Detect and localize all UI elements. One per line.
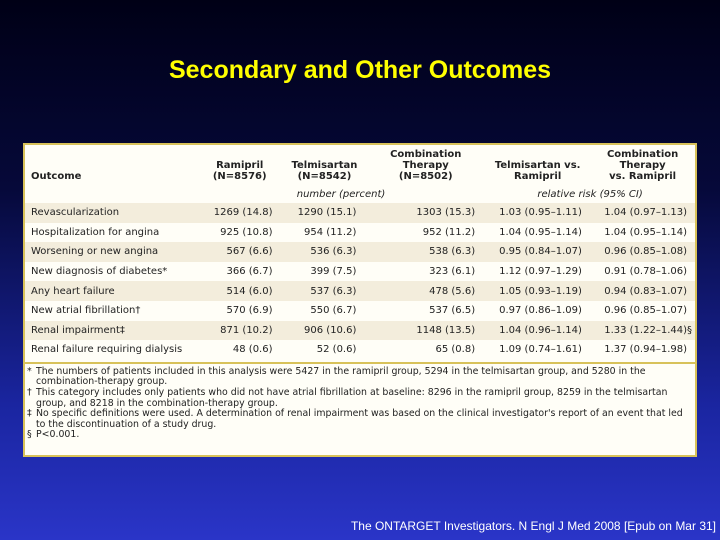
cell-combination: 323 (6.1) <box>429 266 476 278</box>
footnotes: * The numbers of patients included in thi… <box>25 361 695 441</box>
table-row: Renal failure requiring dialysis 48 (0.6)… <box>25 340 695 360</box>
cell-comb-vs-ram: 0.96 (0.85–1.08) <box>590 242 695 262</box>
header-ramipril: Ramipril (N=8576) <box>212 160 267 182</box>
cell-combination: 537 (6.5) <box>429 305 476 317</box>
cell-outcome: Renal failure requiring dialysis <box>31 344 183 356</box>
cell-tel-vs-ram: 0.95 (0.84–1.07) <box>485 242 591 262</box>
cell-comb-vs-ram: 1.33 (1.22–1.44)§ <box>590 320 695 341</box>
cell-telmisartan: 399 (7.5) <box>310 266 357 278</box>
cell-comb-vs-ram: 0.96 (0.85–1.07) <box>604 305 687 317</box>
table-row: Worsening or new angina 567 (6.6) 536 (6.3… <box>25 242 695 262</box>
cell-outcome: New atrial fibrillation† <box>31 305 141 317</box>
table-row: Hospitalization for angina 925 (10.8) 954 … <box>25 223 695 243</box>
footnote-text: No specific definitions were used. A det… <box>36 408 683 430</box>
cell-ramipril: 366 (6.7) <box>226 266 273 278</box>
cell-comb-vs-ram: 0.94 (0.83–1.07) <box>590 281 695 301</box>
footnote-text: This category includes only patients who… <box>36 386 668 409</box>
cell-comb-vs-ram: 1.04 (0.97–1.13) <box>590 203 695 223</box>
cell-telmisartan: 906 (10.6) <box>282 320 367 341</box>
cell-comb-vs-ram: 0.91 (0.78–1.06) <box>604 266 687 278</box>
cell-ramipril: 567 (6.6) <box>196 242 283 262</box>
cell-tel-vs-ram: 1.05 (0.93–1.19) <box>485 281 591 301</box>
footnote-text: P<0.001. <box>36 429 80 441</box>
cell-outcome: Hospitalization for angina <box>31 226 160 238</box>
cell-comb-vs-ram: 1.37 (0.94–1.98) <box>604 344 687 356</box>
outcomes-table: Outcome Ramipril (N=8576) Telmisartan (N… <box>25 145 695 360</box>
cell-telmisartan: 52 (0.6) <box>316 344 357 356</box>
header-tel-vs-ram: Telmisartan vs. Ramipril <box>494 160 581 182</box>
cell-tel-vs-ram: 1.12 (0.97–1.29) <box>499 266 582 278</box>
cell-combination: 538 (6.3) <box>366 242 486 262</box>
cell-combination: 1303 (15.3) <box>366 203 486 223</box>
cell-combination: 478 (5.6) <box>366 281 486 301</box>
cell-telmisartan: 550 (6.7) <box>310 305 357 317</box>
cell-tel-vs-ram: 1.03 (0.95–1.11) <box>485 203 591 223</box>
subheader-risk: relative risk (95% CI) <box>537 188 643 200</box>
cell-outcome: Renal impairment‡ <box>25 320 197 341</box>
table-row: New atrial fibrillation† 570 (6.9) 550 (6.… <box>25 301 695 321</box>
table-body: Revascularization 1269 (14.8) 1290 (15.1) 1… <box>25 203 695 360</box>
footnote-symbol: ‡ <box>27 408 32 420</box>
cell-telmisartan: 1290 (15.1) <box>282 203 367 223</box>
cell-outcome: Worsening or new angina <box>25 242 197 262</box>
table-row: New diagnosis of diabetes* 366 (6.7) 399 (… <box>25 262 695 282</box>
cell-telmisartan: 537 (6.3) <box>282 281 367 301</box>
cell-telmisartan: 954 (11.2) <box>304 226 357 238</box>
table-row: Revascularization 1269 (14.8) 1290 (15.1) 1… <box>25 203 695 223</box>
cell-comb-vs-ram: 1.04 (0.95–1.14) <box>604 226 687 238</box>
cell-outcome: New diagnosis of diabetes* <box>31 266 168 278</box>
header-outcome: Outcome <box>31 171 82 182</box>
outcomes-table-panel: Outcome Ramipril (N=8576) Telmisartan (N… <box>23 143 697 457</box>
citation: The ONTARGET Investigators. N Engl J Med… <box>350 519 716 533</box>
cell-combination: 1148 (13.5) <box>366 320 486 341</box>
footnote-symbol: † <box>27 386 32 398</box>
footnote: § P<0.001. <box>27 430 693 441</box>
cell-ramipril: 514 (6.0) <box>196 281 283 301</box>
footnote: ‡ No specific definitions were used. A de… <box>27 408 693 430</box>
cell-tel-vs-ram: 1.09 (0.74–1.61) <box>499 344 582 356</box>
cell-combination: 952 (11.2) <box>422 226 476 238</box>
cell-ramipril: 1269 (14.8) <box>196 203 283 223</box>
cell-telmisartan: 536 (6.3) <box>282 242 367 262</box>
cell-outcome: Any heart failure <box>25 281 197 301</box>
header-combination: Combination Therapy (N=8502) <box>390 149 462 182</box>
footnote-text: The numbers of patients included in this… <box>36 365 646 388</box>
cell-tel-vs-ram: 0.97 (0.86–1.09) <box>499 305 582 317</box>
footnote: † This category includes only patients wh… <box>27 386 693 409</box>
footnote: * The numbers of patients included in thi… <box>27 365 693 388</box>
cell-tel-vs-ram: 1.04 (0.96–1.14) <box>485 320 591 341</box>
subheader-counts: number (percent) <box>296 188 386 200</box>
footnote-symbol: § <box>27 429 32 441</box>
cell-ramipril: 925 (10.8) <box>220 226 273 238</box>
footnote-symbol: * <box>27 365 32 377</box>
cell-ramipril: 48 (0.6) <box>232 344 273 356</box>
table-row: Renal impairment‡ 871 (10.2) 906 (10.6) 114… <box>25 320 695 341</box>
table-row: Any heart failure 514 (6.0) 537 (6.3) 478 (… <box>25 281 695 301</box>
cell-ramipril: 871 (10.2) <box>196 320 283 341</box>
cell-outcome: Revascularization <box>25 203 197 223</box>
header-telmisartan: Telmisartan (N=8542) <box>291 160 358 182</box>
slide-title: Secondary and Other Outcomes <box>168 56 552 84</box>
cell-combination: 65 (0.8) <box>435 344 476 356</box>
cell-ramipril: 570 (6.9) <box>226 305 273 317</box>
header-comb-vs-ram: Combination Therapy vs. Ramipril <box>606 149 679 182</box>
cell-tel-vs-ram: 1.04 (0.95–1.14) <box>499 226 582 238</box>
